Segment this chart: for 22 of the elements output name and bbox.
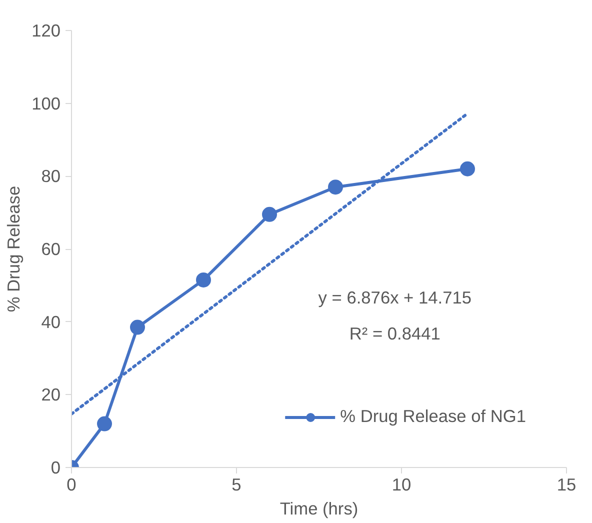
legend-label: % Drug Release of NG1 <box>340 406 526 427</box>
point <box>97 416 112 432</box>
point <box>328 180 343 195</box>
annotation: y = 6.876x + 14.715 <box>318 287 472 308</box>
y-axis-title: % Drug Release <box>4 186 24 312</box>
point <box>196 272 211 288</box>
x-axis-title: Time (hrs) <box>280 498 358 518</box>
y-tick-label: 120 <box>32 20 61 40</box>
y-tick-label: 80 <box>41 166 61 186</box>
y-tick-label: 0 <box>50 458 61 478</box>
y-tick-label: 60 <box>41 239 61 259</box>
y-tick-label: 40 <box>41 312 61 332</box>
x-tick-label: 10 <box>392 474 412 494</box>
annotation: R² = 0.8441 <box>349 324 440 344</box>
point <box>262 206 277 222</box>
x-tick-label: 15 <box>556 474 576 494</box>
y-tick-label: 20 <box>41 384 61 405</box>
x-tick-label: 0 <box>66 474 76 494</box>
x-tick-label: 5 <box>232 474 242 494</box>
y-tick-label: 100 <box>32 93 61 114</box>
point <box>130 320 145 335</box>
point <box>460 161 475 176</box>
